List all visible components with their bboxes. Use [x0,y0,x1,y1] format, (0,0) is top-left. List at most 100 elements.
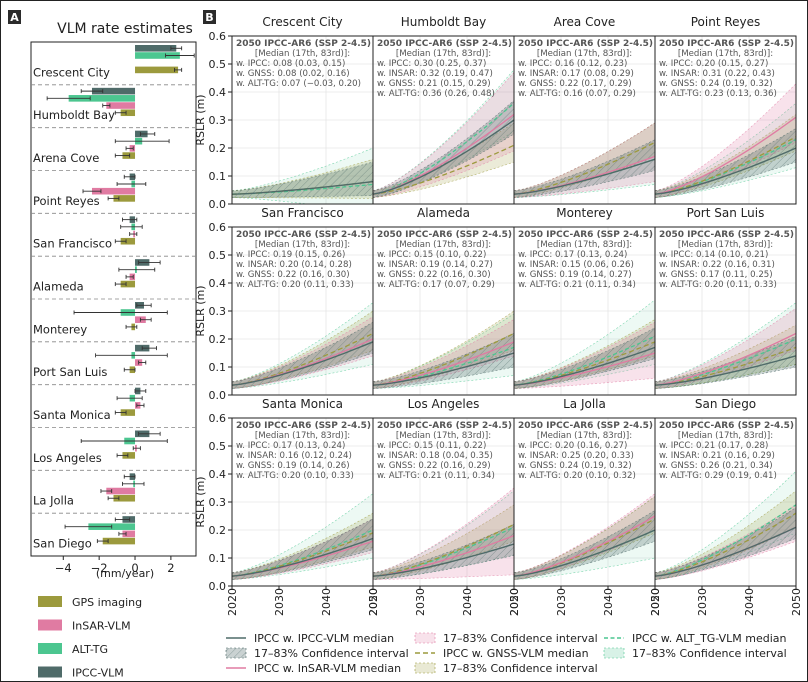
rslr-legend: IPCC w. IPCC-VLM median 17–83% Confidence… [225,632,787,675]
rslr-x-tick-label: 2020 [649,588,662,616]
rslr-y-tick-label: 0.1 [209,170,227,183]
rslr-subplot-title: San Diego [695,397,756,411]
rslr-median-line [513,515,656,577]
rslr-ci-hatch [514,510,655,580]
rslr-box-line: w. IPCC: 0.08 (0.03, 0.15) [236,59,345,69]
rslr-box-line: w. INSAR: 0.20 (0.14, 0.28) [236,260,352,270]
rslr-box-line: w. ALT-TG: 0.16 (0.07, 0.29) [518,89,636,99]
rslr-median-line [513,158,656,195]
rslr-median-line [231,529,374,577]
rslr-median-line [654,332,797,386]
rslr-y-axis-label: RSLR (m) [194,94,207,145]
rslr-box-header: 2050 IPCC-AR6 (SSP 2-4.5) [659,421,794,431]
rslr-box-line: w. GNSS: 0.22 (0.16, 0.30) [377,270,491,280]
rslr-box-sub: [Median (17th, 83rd)]: [537,431,632,441]
vlm-legend-label: InSAR-VLM [72,620,131,633]
rslr-box-header: 2050 IPCC-AR6 (SSP 2-4.5) [659,230,794,240]
rslr-y-tick-label: 0.4 [209,468,227,481]
rslr-median-line [372,144,515,195]
rslr-ci-band [654,102,797,198]
rslr-box-header: 2050 IPCC-AR6 (SSP 2-4.5) [377,39,512,49]
rslr-subplot: Port San Luis 2050 IPCC-AR6 (SSP 2-4.5)[M… [654,206,797,396]
vlm-legend-label: ALT-TG [72,643,108,656]
rslr-x-tick-label: 2020 [508,588,521,616]
vlm-category-label: La Jolla [33,494,74,508]
vlm-x-tick-label: −2 [91,561,108,575]
rslr-x-tick-label: 2050 [649,588,662,616]
panel-b-badge [203,10,216,24]
rslr-box-header: 2050 IPCC-AR6 (SSP 2-4.5) [236,39,371,49]
rslr-y-tick-label: 0.2 [209,142,227,155]
rslr-box-header: 2050 IPCC-AR6 (SSP 2-4.5) [518,230,653,240]
rslr-median-line [231,532,374,577]
rslr-x-tick-label: 2040 [602,588,615,616]
rslr-box-line: w. INSAR: 0.16 (0.12, 0.24) [236,451,352,461]
rslr-x-tick-label: 2030 [273,588,286,616]
rslr-box-line: w. ALT-TG: 0.29 (0.19, 0.41) [659,471,777,481]
rslr-subplot: San Diego 2050 IPCC-AR6 (SSP 2-4.5)[Media… [649,397,803,616]
rslr-ci-hatch [232,322,373,389]
rslr-subplot-title: Point Reyes [691,15,761,29]
rslr-box-line: w. IPCC: 0.15 (0.10, 0.22) [377,250,486,260]
rslr-box-line: w. INSAR: 0.21 (0.16, 0.29) [659,451,775,461]
rslr-median-line [654,504,797,577]
rslr-box-line: w. GNSS: 0.19 (0.14, 0.27) [518,270,632,280]
rslr-box-line: w. IPCC: 0.20 (0.16, 0.27) [518,441,627,451]
rslr-box-line: w. GNSS: 0.08 (0.02, 0.16) [236,69,350,79]
rslr-median-line [372,523,515,577]
rslr-subplot-title: San Francisco [261,206,343,220]
rslr-subplot: Area Cove 2050 IPCC-AR6 (SSP 2-4.5)[Media… [513,15,656,205]
vlm-chart-title: VLM rate estimates [57,21,193,37]
rslr-box-line: w. ALT-TG: 0.20 (0.11, 0.33) [236,280,354,290]
rslr-box-sub: [Median (17th, 83rd)]: [396,240,491,250]
rslr-subplot-title: Monterey [556,206,613,220]
rslr-y-tick-label: 0.4 [209,86,227,99]
rslr-median-line [372,346,515,386]
vlm-bar-ipcc-vlm [91,87,136,95]
rslr-box-line: w. ALT-TG: 0.07 (−0.03, 0.20) [236,79,361,89]
vlm-legend-label: GPS imaging [72,596,142,609]
rslr-legend-hatch [226,648,246,658]
vlm-category-label: Alameda [33,279,84,293]
rslr-y-tick-label: 0.6 [209,30,227,43]
vlm-bar-alt-tg [68,95,136,102]
rslr-x-tick-label: 2050 [508,588,521,616]
rslr-ci-hatch [232,162,373,198]
vlm-x-tick-label: 2 [167,561,174,575]
vlm-bar-gps-imaging [120,109,136,117]
rslr-y-tick-label: 0.3 [209,496,227,509]
vlm-bars: Crescent City Humboldt Bay Arena Cove Point… [30,41,197,575]
rslr-ci-hatch [373,524,514,580]
rslr-subplot-title: Santa Monica [262,397,343,411]
rslr-projection-charts: B Crescent City 2050 IPCC-AR6 (SSP 2-4.5)… [194,10,803,675]
rslr-box-line: w. GNSS: 0.22 (0.16, 0.30) [236,270,350,280]
rslr-y-tick-label: 0.4 [209,277,227,290]
rslr-median-line [513,335,656,386]
rslr-box-line: w. INSAR: 0.25 (0.20, 0.33) [518,451,634,461]
vlm-legend-swatch [38,643,62,654]
rslr-legend-label: 17–83% Confidence interval [254,647,409,660]
rslr-subplot: Point Reyes 2050 IPCC-AR6 (SSP 2-4.5)[Med… [654,15,797,205]
rslr-subplot: Alameda 2050 IPCC-AR6 (SSP 2-4.5)[Median … [372,206,515,396]
rslr-box-sub: [Median (17th, 83rd)]: [396,49,491,59]
rslr-box-sub: [Median (17th, 83rd)]: [537,49,632,59]
rslr-ci-hatch [373,333,514,389]
rslr-legend-label: IPCC w. InSAR-VLM median [254,662,401,675]
rslr-box-line: w. GNSS: 0.21 (0.15, 0.29) [377,79,491,89]
vlm-category-label: Los Angeles [33,451,102,465]
rslr-y-tick-label: 0.5 [209,249,227,262]
rslr-box-line: w. INSAR: 0.31 (0.22, 0.43) [659,69,775,79]
rslr-x-tick-label: 2040 [743,588,756,616]
rslr-x-tick-label: 2050 [367,588,380,616]
rslr-box-line: w. INSAR: 0.19 (0.14, 0.27) [377,260,493,270]
rslr-subplot: Humboldt Bay 2050 IPCC-AR6 (SSP 2-4.5)[Me… [372,15,515,205]
rslr-median-line [654,346,797,386]
rslr-y-tick-label: 0.6 [209,412,227,425]
rslr-box-line: w. INSAR: 0.18 (0.04, 0.35) [377,451,493,461]
rslr-subplot-title: Port San Luis [687,206,765,220]
panel-a-label: A [10,11,19,24]
vlm-category-label: Arena Cove [33,151,99,165]
rslr-box-line: w. GNSS: 0.24 (0.19, 0.32) [518,461,632,471]
rslr-x-tick-label: 2040 [320,588,333,616]
